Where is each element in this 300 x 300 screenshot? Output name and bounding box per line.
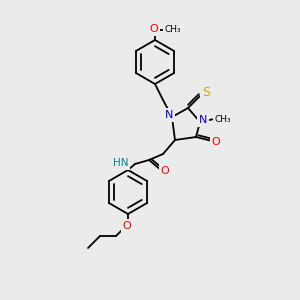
Text: O: O [123, 221, 131, 231]
Text: HN: HN [112, 158, 128, 168]
Text: S: S [202, 86, 210, 100]
Text: O: O [212, 137, 220, 147]
Text: CH₃: CH₃ [165, 26, 181, 34]
Text: N: N [199, 115, 207, 125]
Text: N: N [165, 110, 173, 120]
Text: CH₃: CH₃ [215, 115, 231, 124]
Text: O: O [150, 24, 158, 34]
Text: O: O [160, 166, 169, 176]
